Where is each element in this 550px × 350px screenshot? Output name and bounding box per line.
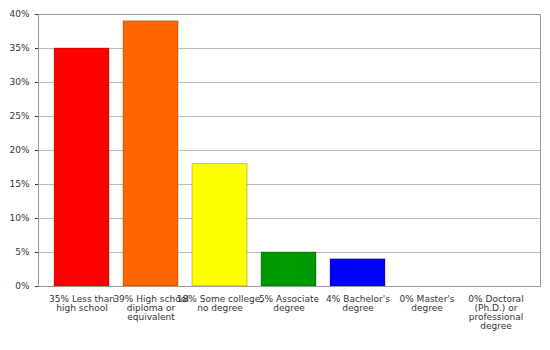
- html-text:39% High school: 39% High school: [113, 293, 189, 304]
- svg-text:5% Associatedegree: 5% Associatedegree: [259, 294, 320, 313]
- svg-text:0%: 0%: [15, 281, 30, 291]
- svg-text:25%: 25%: [9, 111, 29, 121]
- svg-text:40%: 40%: [9, 9, 29, 19]
- svg-text:35% Less thanhigh school: 35% Less thanhigh school: [49, 294, 115, 313]
- svg-text:5%: 5%: [15, 247, 30, 257]
- svg-text:0% Master'sdegree: 0% Master'sdegree: [399, 294, 454, 313]
- svg-text:35%: 35%: [9, 43, 29, 53]
- svg-text:0% Doctoral(Ph.D.) orprofessio: 0% Doctoral(Ph.D.) orprofessionaldegree: [468, 294, 523, 331]
- html-text:equivalent: equivalent: [127, 311, 175, 322]
- svg-text:15%: 15%: [9, 179, 29, 189]
- svg-text:20%: 20%: [9, 145, 29, 155]
- svg-text:10%: 10%: [9, 213, 29, 223]
- svg-text:4% Bachelor'sdegree: 4% Bachelor'sdegree: [326, 294, 390, 313]
- svg-text:18% Some college,no degree: 18% Some college,no degree: [177, 294, 263, 313]
- html-text:diploma or: diploma or: [126, 302, 176, 313]
- svg-text:30%: 30%: [9, 77, 29, 87]
